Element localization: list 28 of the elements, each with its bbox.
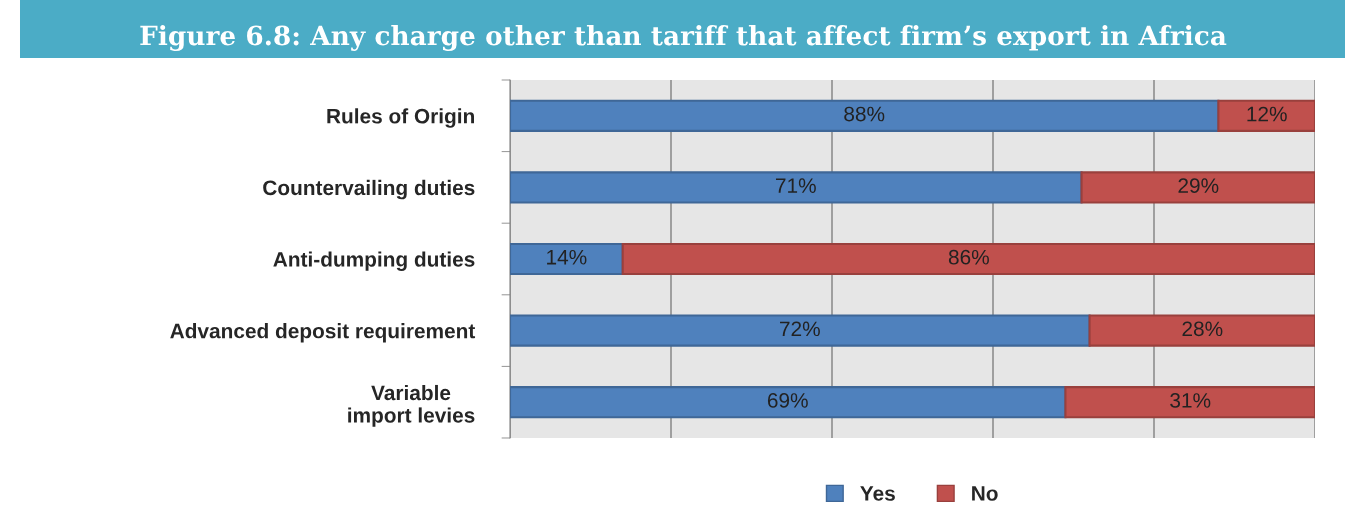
- legend-label: No: [972, 486, 998, 501]
- bar: [510, 386, 1067, 419]
- bar: [1080, 171, 1315, 204]
- data-label: 14%: [547, 249, 587, 265]
- bar: [1217, 99, 1315, 132]
- chart-title: Figure 6.8: Any charge other than tariff that affect firm’s export in Africa: [140, 25, 1227, 51]
- y-tick-label: Advanced deposit requirement: [170, 323, 476, 343]
- y-tick-label: Anti-dumping duties: [273, 251, 475, 271]
- data-label: 12%: [1247, 106, 1287, 122]
- bar: [1088, 314, 1315, 347]
- bar: [621, 242, 1315, 276]
- bar: [510, 171, 1083, 204]
- data-label: 88%: [844, 106, 885, 122]
- data-label: 29%: [1178, 178, 1219, 193]
- bar: [510, 242, 624, 276]
- data-label: 71%: [775, 178, 816, 193]
- data-label: 72%: [780, 321, 820, 337]
- data-label: 86%: [948, 249, 989, 265]
- y-tick-label: Countervailing duties: [263, 179, 475, 200]
- data-label: 31%: [1170, 393, 1211, 408]
- bar: [510, 99, 1220, 132]
- bar: [1064, 386, 1315, 419]
- legend-label: Yes: [860, 486, 895, 501]
- y-tick-label: Variable import levies: [348, 384, 475, 427]
- bar: [510, 314, 1091, 347]
- y-tick-label: Rules of Origin: [327, 108, 474, 128]
- data-label: 69%: [767, 393, 808, 408]
- data-label: 28%: [1182, 321, 1223, 337]
